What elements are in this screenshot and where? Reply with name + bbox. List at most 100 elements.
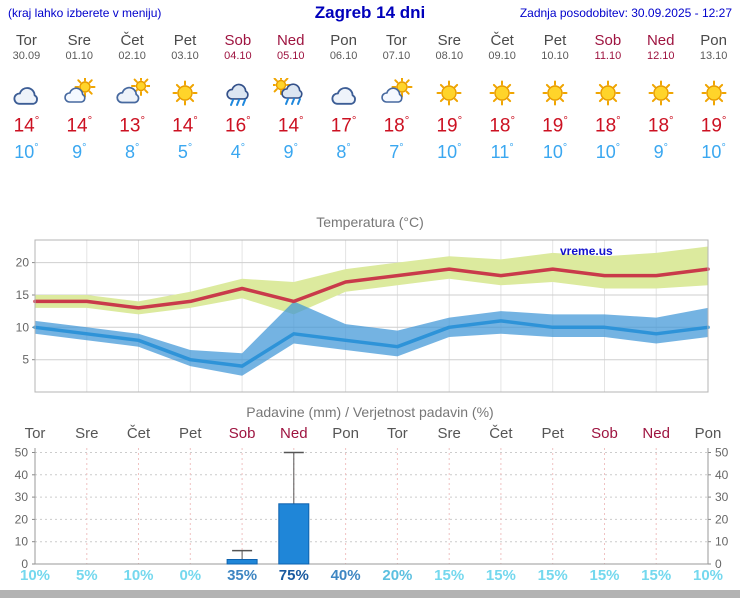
day-temp-max: 19 — [687, 115, 740, 137]
precip-probability: 15% — [641, 567, 671, 584]
day-temp-min: 10 — [529, 142, 582, 163]
precip-day-label: Pon — [332, 425, 359, 442]
day-temp-min: 10 — [687, 142, 740, 163]
day-temp-min: 10 — [423, 142, 476, 163]
day-temp-max: 18 — [476, 115, 529, 137]
day-temp-max: 18 — [634, 115, 687, 137]
day-date: 11.10 — [594, 50, 622, 62]
day-temp-min: 10 — [0, 142, 53, 163]
precip-axis-label-left: 20 — [15, 512, 29, 526]
day-name: Čet — [120, 32, 144, 49]
page-title: Zagreb 14 dni — [314, 3, 426, 22]
day-date: 02.10 — [118, 50, 146, 62]
sunny-icon — [687, 72, 740, 114]
precip-axis-label-left: 0 — [21, 557, 28, 571]
precip-day-label: Ned — [642, 425, 670, 442]
day-date: 04.10 — [224, 50, 252, 62]
precip-day-label: Sob — [229, 425, 256, 442]
precip-probability: 15% — [589, 567, 619, 584]
temp-axis-label: 20 — [16, 256, 30, 270]
day-name: Pon — [330, 32, 357, 49]
partly-cloudy-icon — [370, 72, 423, 114]
precip-axis-label-right: 40 — [715, 468, 729, 482]
precip-day-label: Pet — [179, 425, 202, 442]
day-temp-max: 14 — [53, 115, 106, 137]
day-temp-max: 14 — [159, 115, 212, 137]
precip-day-label: Čet — [489, 425, 513, 442]
day-temp-max: 16 — [211, 115, 264, 137]
precip-probability: 75% — [279, 567, 309, 584]
precip-probability: 10% — [20, 567, 50, 584]
sunny-icon — [159, 72, 212, 114]
day-date: 07.10 — [382, 50, 411, 62]
day-name: Sob — [224, 32, 252, 49]
precip-day-label: Ned — [280, 425, 308, 442]
sunny-icon — [476, 72, 529, 114]
location-menu-note: (kraj lahko izberete v meniju) — [8, 6, 162, 20]
day-temp-max: 18 — [581, 115, 634, 137]
precip-bar — [278, 503, 310, 565]
precip-axis-label-right: 10 — [715, 535, 729, 549]
forecast-days-row: Tor30.091410Sre01.10149Čet02.10138Pet03.… — [0, 26, 740, 170]
day-name: Čet — [490, 32, 514, 49]
day-temp-min: 11 — [476, 142, 529, 163]
precip-axis-label-left: 50 — [15, 446, 29, 460]
precip-axis-label-right: 50 — [715, 446, 729, 460]
precip-day-label: Sre — [438, 425, 461, 442]
vreme-watermark-link[interactable]: vreme.us — [560, 244, 613, 258]
day-temp-max: 18 — [370, 115, 423, 137]
precip-axis-label-right: 0 — [715, 557, 722, 571]
mostly-cloudy-icon — [106, 72, 159, 114]
precip-probability: 15% — [538, 567, 568, 584]
day-temp-max: 19 — [423, 115, 476, 137]
day-temp-min: 7 — [370, 142, 423, 163]
day-date: 03.10 — [171, 50, 199, 62]
temperature-chart-title: Temperatura (°C) — [316, 214, 424, 230]
precip-probability: 35% — [227, 567, 257, 584]
precip-day-label: Čet — [127, 425, 151, 442]
sunny-icon — [634, 72, 687, 114]
day-date: 12.10 — [646, 50, 675, 62]
precip-axis-label-left: 30 — [15, 490, 29, 504]
day-temp-max: 14 — [0, 115, 53, 137]
day-temp-min: 9 — [634, 142, 687, 163]
temp-axis-label: 15 — [16, 288, 30, 302]
precip-axis-label-left: 10 — [15, 535, 29, 549]
precip-probability: 0% — [179, 567, 201, 584]
precipitation-chart: Tor Sre Čet Pet Sob Ned Pon Tor Sre Čet Pet Sob Ned P… — [0, 424, 740, 584]
precip-probability: 20% — [382, 567, 412, 584]
horizontal-scrollbar[interactable] — [0, 590, 740, 598]
precip-bar — [226, 559, 258, 565]
precip-day-label: Pon — [695, 425, 722, 442]
precip-axis-label-right: 30 — [715, 490, 729, 504]
precip-axis-label-left: 40 — [15, 468, 29, 482]
day-name: Pon — [700, 32, 727, 49]
day-name: Sre — [437, 32, 461, 49]
day-date: 06.10 — [329, 50, 358, 62]
day-temp-max: 14 — [264, 115, 317, 137]
day-date: 08.10 — [435, 50, 464, 62]
day-name: Tor — [16, 32, 37, 49]
temp-axis-label: 5 — [22, 353, 29, 367]
day-name: Pet — [543, 32, 567, 49]
day-temp-min: 8 — [317, 142, 370, 163]
precip-day-label: Sob — [591, 425, 618, 442]
temp-axis-label: 10 — [16, 320, 30, 334]
day-name: Tor — [386, 32, 407, 49]
day-temp-min: 4 — [211, 142, 264, 163]
precip-probability: 10% — [123, 567, 153, 584]
